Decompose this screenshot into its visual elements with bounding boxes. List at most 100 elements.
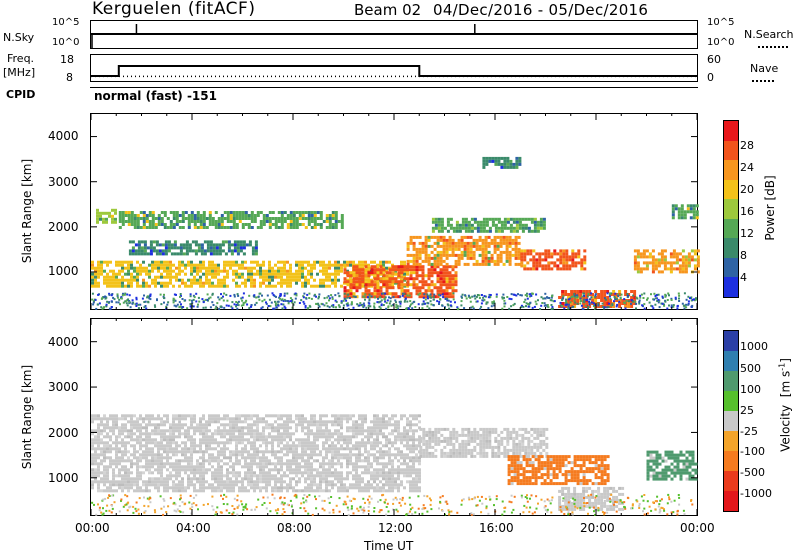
velocity-cell-0: [187, 414, 190, 418]
power-cell-3: [112, 275, 115, 279]
power-cell-1: [157, 223, 161, 226]
power-cell-4: [379, 265, 383, 269]
power-cell-5: [448, 247, 452, 251]
nsky-tick-bottom: 10^0: [52, 37, 80, 48]
velocity-cell-0: [196, 468, 199, 472]
power-cell-1: [220, 220, 224, 223]
power-cell-3: [307, 263, 310, 267]
velocity-cell-0: [268, 462, 271, 466]
power-cell-8: [473, 220, 477, 224]
power-speckle: [204, 306, 207, 309]
power-cell-1: [202, 211, 206, 214]
velocity-cell-0: [100, 459, 103, 463]
power-cell-6: [520, 261, 524, 265]
power-cell-9: [515, 162, 519, 166]
power-cell-2: [176, 246, 180, 250]
velocity-cell-0: [274, 462, 277, 466]
power-cell-3: [385, 266, 388, 270]
power-speckle: [103, 296, 106, 298]
power-cell-4: [442, 268, 446, 272]
power-speckle: [615, 298, 618, 301]
power-cell-1: [295, 211, 299, 214]
velocity-cell-0: [322, 480, 325, 484]
power-cell-3: [217, 269, 220, 273]
velocity-cell-0: [235, 456, 238, 460]
velocity-cell-0: [310, 441, 313, 445]
power-speckle: [568, 303, 570, 306]
power-speckle: [179, 305, 182, 308]
velocity-cell-0: [280, 450, 283, 454]
power-cell-1: [142, 223, 146, 226]
velocity-cell-0: [271, 450, 274, 454]
power-speckle: [148, 295, 151, 298]
power-cell-4: [427, 286, 431, 290]
velocity-cell-0: [181, 489, 184, 493]
velocity-cell-0: [166, 456, 169, 460]
power-speckle: [412, 301, 415, 303]
power-cell-3: [202, 281, 205, 285]
velocity-cell-0: [157, 453, 160, 457]
velocity-cell-0: [286, 462, 289, 466]
power-cell-4: [433, 268, 437, 272]
power-speckle: [613, 295, 616, 298]
power-speckle: [594, 303, 597, 306]
power-cell-3: [223, 263, 226, 267]
velocity-cell-0: [325, 450, 328, 454]
power-cell-10: [663, 261, 667, 265]
power-speckle: [326, 296, 329, 299]
power-cell-5: [415, 262, 419, 266]
velocity-cell-0: [265, 483, 268, 487]
power-speckle: [639, 294, 642, 297]
power-cb-tick-4: 4: [740, 271, 747, 284]
power-cell-11: [674, 207, 678, 211]
power-cell-3: [136, 284, 139, 288]
power-speckle: [392, 303, 395, 306]
power-cell-4: [385, 274, 389, 278]
velocity-cell-0: [280, 486, 283, 490]
velocity-cell-0: [340, 444, 343, 448]
velocity-cell-0: [211, 471, 214, 475]
velocity-cell-0: [97, 429, 100, 433]
power-cell-2: [245, 243, 249, 247]
power-cell-5: [460, 256, 464, 260]
power-cell-5: [430, 256, 434, 260]
power-cell-10: [669, 270, 673, 274]
velocity-cell-0: [148, 447, 151, 451]
power-cell-5: [448, 241, 452, 245]
power-cell-3: [181, 278, 184, 282]
velocity-cell-0: [295, 429, 298, 433]
power-cell-0: [105, 220, 108, 224]
power-cell-10: [684, 267, 688, 271]
velocity-cell-0: [166, 438, 169, 442]
power-cell-6: [544, 249, 548, 253]
velocity-cell-0: [232, 474, 235, 478]
power-cell-4: [454, 277, 458, 281]
velocity-cell-0: [142, 480, 145, 484]
power-speckle: [674, 296, 677, 299]
power-speckle: [658, 306, 661, 309]
velocity-cell-0: [250, 480, 253, 484]
power-cell-0: [99, 217, 102, 221]
power-speckle: [584, 304, 587, 307]
power-speckle: [144, 305, 147, 307]
velocity-cell-0: [307, 486, 310, 490]
velocity-cell-0: [205, 447, 208, 451]
velocity-cell-0: [262, 450, 265, 454]
velocity-cell-0: [151, 483, 154, 487]
velocity-cell-0: [313, 444, 316, 448]
velocity-cell-0: [184, 453, 187, 457]
velocity-cell-0: [193, 417, 196, 421]
velocity-cell-0: [292, 456, 295, 460]
power-cell-3: [406, 272, 409, 276]
power-cell-8: [476, 229, 480, 233]
power-cell-3: [304, 281, 307, 285]
velocity-cell-0: [142, 438, 145, 442]
power-cell-4: [370, 268, 374, 272]
power-cell-3: [319, 260, 322, 264]
power-speckle: [408, 294, 411, 297]
power-cell-3: [295, 269, 298, 273]
power-cell-9: [518, 162, 522, 166]
power-cell-5: [469, 244, 473, 248]
power-cell-5: [484, 259, 488, 263]
power-cell-1: [145, 217, 149, 220]
